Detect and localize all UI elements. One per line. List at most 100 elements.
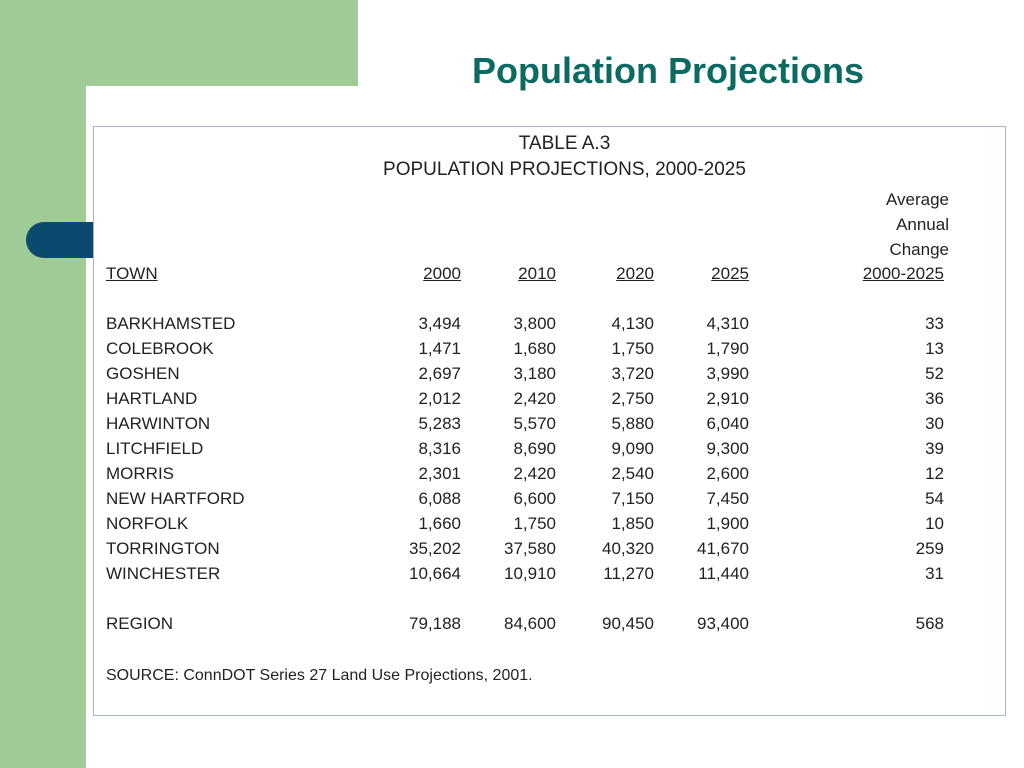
left-green-band: [0, 0, 86, 768]
value-cell: 3,990: [706, 363, 749, 383]
header-2010: 2010: [518, 263, 556, 283]
value-cell: 37,580: [504, 538, 556, 558]
value-cell: 7,150: [611, 488, 654, 508]
town-cell: REGION: [106, 613, 174, 633]
table-source-note: SOURCE: ConnDOT Series 27 Land Use Proje…: [106, 667, 533, 684]
town-cell: TORRINGTON: [106, 538, 220, 558]
value-cell: 4,310: [706, 313, 749, 333]
value-cell: 8,690: [513, 438, 556, 458]
value-cell: 4,130: [611, 313, 654, 333]
value-cell: 3,180: [513, 363, 556, 383]
table-row: COLEBROOK 1,471 1,680 1,750 1,790 13: [106, 336, 944, 361]
value-cell: 36: [925, 388, 944, 408]
spacer-row: [106, 586, 944, 611]
value-cell: 11,440: [698, 563, 749, 583]
value-cell: 7,450: [706, 488, 749, 508]
value-cell: 1,660: [418, 513, 461, 533]
header-2020: 2020: [616, 263, 654, 283]
slide-title: Population Projections: [472, 50, 865, 91]
value-cell: 2,540: [611, 463, 654, 483]
town-cell: BARKHAMSTED: [106, 313, 236, 333]
value-cell: 1,471: [418, 338, 461, 358]
value-cell: 84,600: [504, 613, 556, 633]
value-cell: 9,090: [611, 438, 654, 458]
value-cell: 2,420: [513, 463, 556, 483]
value-cell: 3,720: [611, 363, 654, 383]
table-caption-number: TABLE A.3: [518, 133, 611, 154]
value-cell: 31: [925, 563, 944, 583]
table-row: LITCHFIELD 8,316 8,690 9,090 9,300 39: [106, 436, 944, 461]
spacer-cell: [106, 286, 944, 311]
value-cell: 5,880: [611, 413, 654, 433]
value-cell: 2,012: [418, 388, 461, 408]
value-cell: 10,664: [409, 563, 461, 583]
value-cell: 30: [925, 413, 944, 433]
value-cell: 2,420: [513, 388, 556, 408]
value-cell: 3,494: [418, 313, 461, 333]
population-table: TOWN 2000 2010 2020 2025 2000-2025 BARKH…: [106, 261, 944, 636]
value-cell: 11,270: [603, 563, 654, 583]
town-cell: NORFOLK: [106, 513, 189, 533]
value-cell: 93,400: [697, 613, 749, 633]
town-cell: NEW HARTFORD: [106, 488, 245, 508]
value-cell: 1,900: [706, 513, 749, 533]
blue-accent-shape: [26, 222, 96, 258]
value-cell: 2,301: [418, 463, 461, 483]
town-cell: GOSHEN: [106, 363, 180, 383]
table-row: MORRIS 2,301 2,420 2,540 2,600 12: [106, 461, 944, 486]
value-cell: 54: [925, 488, 944, 508]
table-row: NEW HARTFORD 6,088 6,600 7,150 7,450 54: [106, 486, 944, 511]
value-cell: 39: [925, 438, 944, 458]
spacer-cell: [106, 586, 944, 611]
table-row: WINCHESTER 10,664 10,910 11,270 11,440 31: [106, 561, 944, 586]
value-cell: 10: [925, 513, 944, 533]
value-cell: 33: [925, 313, 944, 333]
value-cell: 12: [925, 463, 944, 483]
value-cell: 40,320: [602, 538, 654, 558]
value-cell: 35,202: [409, 538, 461, 558]
value-cell: 41,670: [697, 538, 749, 558]
value-cell: 2,697: [418, 363, 461, 383]
value-cell: 259: [915, 538, 944, 558]
avg-header-line-3: Change: [889, 240, 949, 259]
town-cell: HARWINTON: [106, 413, 211, 433]
value-cell: 8,316: [418, 438, 461, 458]
value-cell: 10,910: [504, 563, 556, 583]
value-cell: 1,850: [611, 513, 654, 533]
value-cell: 5,283: [418, 413, 461, 433]
value-cell: 1,680: [513, 338, 556, 358]
table-row: HARTLAND 2,012 2,420 2,750 2,910 36: [106, 386, 944, 411]
top-green-band: [0, 0, 358, 86]
header-2025: 2025: [711, 263, 749, 283]
value-cell: 79,188: [409, 613, 461, 633]
value-cell: 1,750: [611, 338, 654, 358]
value-cell: 6,040: [706, 413, 749, 433]
value-cell: 13: [925, 338, 944, 358]
spacer-row: [106, 286, 944, 311]
table-image-frame: TABLE A.3 POPULATION PROJECTIONS, 2000-2…: [93, 126, 1006, 716]
town-cell: MORRIS: [106, 463, 174, 483]
town-cell: HARTLAND: [106, 388, 198, 408]
town-cell: COLEBROOK: [106, 338, 214, 358]
value-cell: 568: [915, 613, 944, 633]
table-row: TORRINGTON 35,202 37,580 40,320 41,670 259: [106, 536, 944, 561]
value-cell: 9,300: [706, 438, 749, 458]
avg-header-line-1: Average: [885, 190, 949, 209]
value-cell: 6,600: [513, 488, 556, 508]
value-cell: 90,450: [602, 613, 654, 633]
header-2000: 2000: [423, 263, 461, 283]
header-town: TOWN: [106, 263, 158, 283]
table-row: BARKHAMSTED 3,494 3,800 4,130 4,310 33: [106, 311, 944, 336]
table-header-row: TOWN 2000 2010 2020 2025 2000-2025: [106, 261, 944, 286]
avg-header-line-2: Annual: [896, 215, 949, 234]
value-cell: 52: [925, 363, 944, 383]
town-cell: WINCHESTER: [106, 563, 221, 583]
value-cell: 1,790: [706, 338, 749, 358]
table-row: GOSHEN 2,697 3,180 3,720 3,990 52: [106, 361, 944, 386]
value-cell: 1,750: [513, 513, 556, 533]
table-row: NORFOLK 1,660 1,750 1,850 1,900 10: [106, 511, 944, 536]
value-cell: 2,750: [611, 388, 654, 408]
value-cell: 3,800: [513, 313, 556, 333]
value-cell: 6,088: [418, 488, 461, 508]
average-change-header: Average Annual Change: [886, 187, 949, 262]
